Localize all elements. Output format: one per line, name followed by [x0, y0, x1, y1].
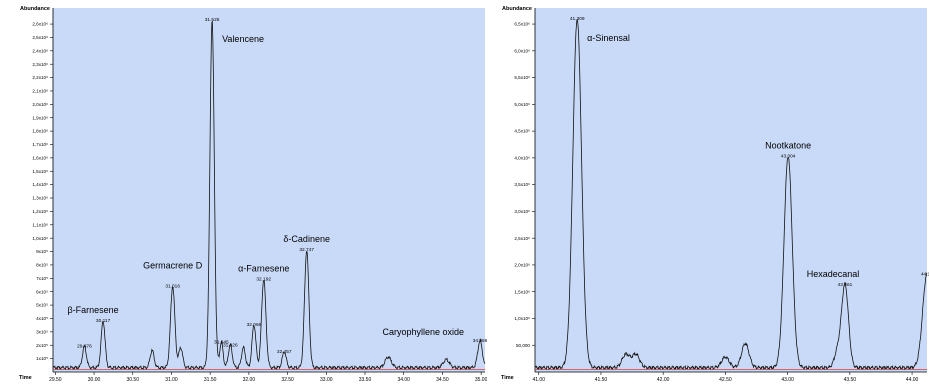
right-x-tick-label: 41.50	[595, 377, 608, 383]
left-y-tick-label: 6x10⁵	[36, 289, 48, 294]
left-y-tick-label: 5x10⁵	[36, 303, 48, 308]
right-y-tick-label: 3,0x10⁶	[514, 209, 530, 214]
left-peak-rt-label: 31.645	[214, 340, 229, 346]
left-peak-rt-label: 32.192	[256, 277, 271, 283]
left-y-tick-label: 2,5x10⁶	[32, 35, 48, 40]
left-ylabel: Abundance	[20, 6, 50, 12]
left-x-tick-label: 30.00	[88, 377, 101, 383]
left-y-tick-label: 2,1x10⁶	[32, 89, 48, 94]
right-y-tick-label: 3,5x10⁶	[514, 182, 530, 187]
right-y-tick-label: 5,5x10⁶	[514, 75, 530, 80]
right-x-tick-label: 42.50	[719, 377, 732, 383]
left-peak-rt-label: 31.016	[165, 283, 180, 289]
right-x-tick-label: 43.50	[844, 377, 857, 383]
right-x-tick-label: 42.00	[657, 377, 670, 383]
right-peak-rt-label: 41.309	[570, 16, 585, 22]
left-x-tick-label: 29.50	[49, 377, 62, 383]
chromatogram-left-svg: Abundance Time 1x10⁵ 2x10⁵ 3x10⁵ 4x10⁵ 5x10⁵ 6x…	[19, 6, 487, 383]
left-x-tick-label: 32.00	[243, 377, 256, 383]
left-x-tick-label: 33.00	[320, 377, 333, 383]
left-y-tick-label: 7x10⁵	[36, 276, 48, 281]
left-peak-name: Caryophyllene oxide	[382, 327, 464, 337]
right-y-tick-label: 6,0x10⁶	[514, 48, 530, 53]
left-xlabel: Time	[19, 375, 32, 381]
left-peak-rt-label: 31.826	[223, 342, 238, 348]
right-y-tick-label: 4,5x10⁶	[514, 129, 530, 134]
right-signal-line	[534, 19, 928, 371]
right-y-tick-label: 2,0x10⁶	[514, 263, 530, 268]
left-peak-name: β-Farnesene	[67, 305, 118, 315]
left-peak-rt-label: 30.117	[96, 318, 111, 324]
left-plot-background	[53, 8, 485, 372]
left-peak-name: Germacrene D	[143, 260, 203, 270]
left-peak-rt-label: 32.747	[299, 247, 314, 253]
right-peak-rt-label: 43.461	[838, 282, 853, 288]
right-x-tick-label: 44.00	[906, 377, 919, 383]
left-x-tick-label: 34.50	[436, 377, 449, 383]
left-y-tick-label: 1,4x10⁶	[32, 182, 48, 187]
left-y-tick-label: 9x10⁵	[36, 249, 48, 254]
right-x-tick-label: 43.00	[781, 377, 794, 383]
left-y-tick-label: 1,9x10⁶	[32, 115, 48, 120]
right-plot-background	[535, 8, 927, 372]
left-y-tick-label: 2,4x10⁶	[32, 48, 48, 53]
left-y-tick-label: 1,0x10⁶	[32, 236, 48, 241]
left-y-tick-label: 2,3x10⁶	[32, 62, 48, 67]
left-x-tick-label: 34.00	[397, 377, 410, 383]
left-y-tick-label: 8x10⁵	[36, 263, 48, 268]
left-peak-rt-label: 32.066	[247, 322, 262, 328]
left-x-tick-label: 31.50	[204, 377, 217, 383]
left-y-tick-label: 1,3x10⁶	[32, 196, 48, 201]
left-x-tick-label: 35.00	[475, 377, 487, 383]
left-y-tick-label: 1,1x10⁶	[32, 222, 48, 227]
left-x-tick-label: 30.50	[126, 377, 139, 383]
left-y-tick-label: 1,2x10⁶	[32, 209, 48, 214]
left-y-tick-label: 1,5x10⁶	[32, 169, 48, 174]
left-y-tick-label: 1,6x10⁶	[32, 155, 48, 160]
left-y-tick-label: 3x10⁵	[36, 329, 48, 334]
chromatogram-right: Abundance Time 50,000 1,0x10⁶ 1,5x10⁶ 2,0x10⁶…	[487, 0, 929, 385]
chromatogram-right-svg: Abundance Time 50,000 1,0x10⁶ 1,5x10⁶ 2,0x10⁶…	[501, 6, 929, 383]
right-y-tick-label: 50,000	[516, 343, 530, 348]
right-peak-rt-label: 44.12	[921, 271, 929, 277]
right-y-tick-label: 6,5x10⁶	[514, 22, 530, 27]
left-y-tick-label: 1,7x10⁶	[32, 142, 48, 147]
right-y-tick-label: 1,5x10⁶	[514, 289, 530, 294]
chromatogram-left: Abundance Time 1x10⁵ 2x10⁵ 3x10⁵ 4x10⁵ 5x10⁵ 6x…	[19, 6, 487, 383]
left-peak-rt-label: 29.876	[77, 344, 92, 350]
left-x-tick-label: 31.00	[165, 377, 178, 383]
right-peak-rt-label: 43.004	[781, 154, 796, 160]
right-y-tick-label: 1,0x10⁶	[514, 316, 530, 321]
left-y-tick-label: 4x10⁵	[36, 316, 48, 321]
left-x-tick-label: 33.50	[359, 377, 372, 383]
left-peak-rt-label: 34.986	[473, 338, 487, 344]
right-y-tick-label: 4,0x10⁶	[514, 155, 530, 160]
left-y-tick-label: 2,2x10⁶	[32, 75, 48, 80]
left-y-tick-label: 1,8x10⁶	[32, 129, 48, 134]
left-peak-rt-label: 31.525	[205, 17, 220, 23]
left-y-tick-label: 1x10⁵	[36, 356, 48, 361]
left-x-tick-label: 32.50	[281, 377, 294, 383]
right-peak-name: Hexadecanal	[807, 269, 860, 279]
right-y-tick-label: 2,5x10⁶	[514, 236, 530, 241]
left-y-tick-label: 2,0x10⁶	[32, 102, 48, 107]
right-y-tick-label: 5,0x10⁶	[514, 102, 530, 107]
right-peak-name: α-Sinensal	[587, 33, 630, 43]
right-x-tick-label: 41.00	[532, 377, 545, 383]
left-peak-name: Valencene	[222, 34, 264, 44]
right-peak-name: Nootkatone	[765, 141, 811, 151]
left-peak-name: α-Farnesene	[238, 264, 289, 274]
left-y-tick-label: 2,6x10⁶	[32, 22, 48, 27]
left-y-tick-label: 2x10⁵	[36, 343, 48, 348]
right-xlabel: Time	[501, 375, 514, 381]
left-peak-name: δ-Cadinene	[283, 234, 330, 244]
left-signal-line	[52, 20, 486, 371]
right-ylabel: Abundance	[502, 6, 532, 12]
left-peak-rt-label: 32.457	[277, 349, 292, 355]
